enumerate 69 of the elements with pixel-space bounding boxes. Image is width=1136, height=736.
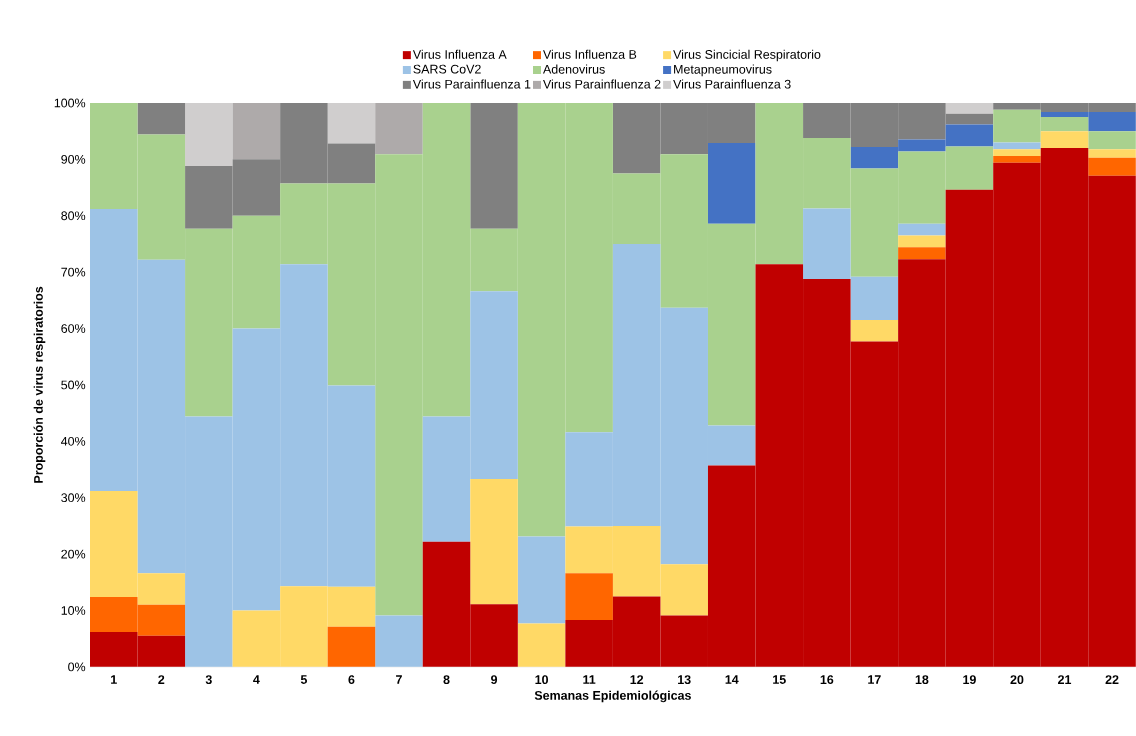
bar	[517, 623, 566, 667]
y-tick-label: 0%	[68, 662, 86, 672]
legend-label: Virus Sincicial Respiratorio	[673, 49, 821, 62]
y-tick-label: 80%	[61, 211, 86, 221]
y-tick-label: 40%	[61, 436, 86, 446]
bar	[898, 223, 946, 236]
bar	[850, 320, 899, 342]
bar	[1088, 157, 1136, 176]
bar	[945, 103, 994, 114]
bar	[1088, 149, 1136, 158]
y-tick-label: 10%	[61, 606, 86, 615]
legend-label: SARS CoV2	[413, 64, 481, 74]
bar	[993, 142, 1041, 150]
y-tick-label: 90%	[61, 155, 86, 164]
legend-label: Adenovirus	[543, 64, 605, 74]
legend-label: Virus Influenza B	[543, 49, 637, 59]
bar	[470, 479, 518, 605]
bar	[232, 103, 281, 160]
bar	[375, 615, 423, 667]
y-tick-label: 20%	[61, 549, 86, 559]
bar	[1040, 131, 1089, 149]
x-tick-label: 13	[678, 675, 691, 685]
x-tick-label: 16	[820, 675, 834, 685]
bar	[898, 235, 946, 248]
legend-label: Virus Influenza A	[412, 49, 507, 59]
bar	[375, 103, 423, 155]
x-tick-label: 12	[630, 675, 644, 684]
bar	[327, 103, 376, 144]
bar	[993, 149, 1041, 157]
bar	[137, 103, 186, 135]
bar	[470, 103, 518, 229]
x-axis-title: Semanas Epidemiológicas	[534, 690, 691, 703]
legend-label: Virus Parainfluenza 3	[673, 79, 791, 89]
x-tick-label: 5	[300, 675, 308, 684]
legend-label: Virus Parainfluenza 1	[412, 79, 531, 89]
bar	[707, 143, 756, 224]
bar	[517, 536, 566, 624]
x-tick-label: 6	[348, 675, 355, 685]
x-tick-label: 3	[205, 675, 212, 685]
x-tick-label: 19	[963, 675, 976, 685]
x-tick-label: 9	[491, 675, 498, 685]
x-tick-label: 18	[915, 675, 929, 685]
x-tick-label: 1	[111, 675, 117, 684]
x-tick-label: 20	[1010, 675, 1024, 685]
bar	[898, 247, 946, 260]
bar	[327, 626, 376, 667]
bar	[565, 573, 613, 621]
x-tick-label: 14	[725, 675, 739, 684]
x-tick-label: 4	[253, 675, 260, 684]
y-tick-label: 100%	[54, 98, 86, 108]
x-tick-label: 7	[396, 675, 402, 684]
x-tick-label: 17	[868, 675, 881, 684]
y-tick-label: 50%	[61, 380, 86, 390]
x-tick-label: 8	[443, 675, 450, 685]
x-tick-label: 15	[773, 675, 786, 684]
bar	[1088, 131, 1136, 150]
y-tick-label: 70%	[61, 267, 86, 277]
x-tick-label: 2	[158, 675, 165, 684]
bar	[993, 156, 1041, 163]
y-tick-label: 30%	[61, 493, 86, 503]
y-axis-title: Proporción de virus respiratorios	[33, 286, 46, 483]
x-tick-label: 21	[1058, 675, 1072, 684]
x-tick-label: 10	[535, 675, 549, 685]
legend-label: Virus Parainfluenza 2	[543, 79, 661, 89]
bar	[185, 103, 233, 167]
x-tick-label: 11	[583, 675, 596, 684]
legend-label: Metapneumovirus	[674, 64, 772, 77]
x-tick-label: 22	[1105, 675, 1119, 684]
y-tick-label: 60%	[61, 324, 86, 333]
